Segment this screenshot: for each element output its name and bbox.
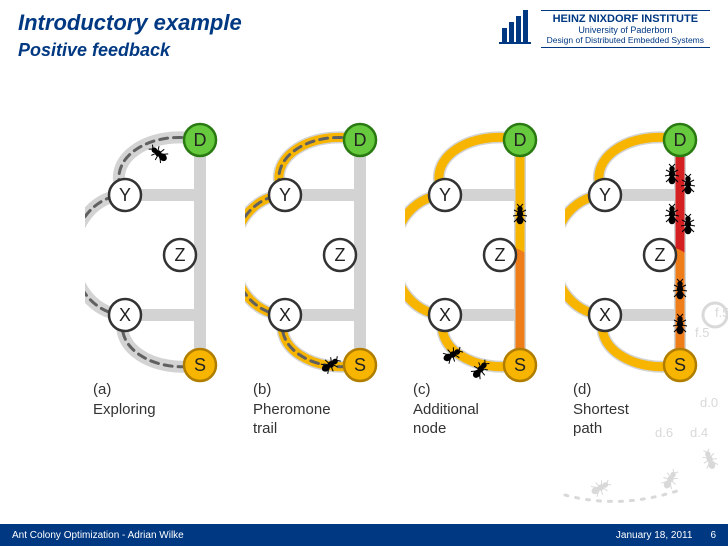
svg-text:D: D xyxy=(194,130,207,150)
node-Z: Z xyxy=(164,239,196,271)
panel-caption-c: (c) Additionalnode xyxy=(413,380,479,439)
panel-c: D Y Z X S (c) Additionalnode xyxy=(405,120,565,460)
institute-department: Design of Distributed Embedded Systems xyxy=(547,35,704,45)
panel-caption-a: (a) Exploring xyxy=(93,380,156,419)
ghost-label: d.4 xyxy=(690,425,708,440)
slide-title: Introductory example xyxy=(18,10,499,36)
node-D: D xyxy=(344,124,376,156)
institute-block: HEINZ NIXDORF INSTITUTE University of Pa… xyxy=(499,10,710,61)
ghost-label: d.0 xyxy=(700,395,718,410)
node-S: S xyxy=(344,349,376,381)
node-D: D xyxy=(504,124,536,156)
svg-text:S: S xyxy=(514,355,526,375)
svg-text:D: D xyxy=(354,130,367,150)
node-Z: Z xyxy=(484,239,516,271)
svg-text:X: X xyxy=(599,305,611,325)
node-Y: Y xyxy=(429,179,461,211)
title-block: Introductory example Positive feedback xyxy=(18,10,499,61)
node-X: X xyxy=(429,299,461,331)
svg-text:D: D xyxy=(674,130,687,150)
node-S: S xyxy=(184,349,216,381)
node-Z: Z xyxy=(644,239,676,271)
ant-icon xyxy=(660,467,682,491)
svg-text:S: S xyxy=(354,355,366,375)
ghost-label: d.6 xyxy=(655,425,673,440)
node-X: X xyxy=(269,299,301,331)
node-X: X xyxy=(109,299,141,331)
svg-text:Z: Z xyxy=(495,245,506,265)
svg-text:X: X xyxy=(279,305,291,325)
institute-text: HEINZ NIXDORF INSTITUTE University of Pa… xyxy=(541,10,710,48)
svg-text:S: S xyxy=(194,355,206,375)
svg-text:X: X xyxy=(439,305,451,325)
footer-date: January 18, 2011 xyxy=(616,530,693,541)
node-Y: Y xyxy=(589,179,621,211)
panel-a: D Y Z X S (a) Exploring xyxy=(85,120,245,460)
slide-footer: Ant Colony Optimization - Adrian Wilke J… xyxy=(0,524,728,546)
svg-text:Z: Z xyxy=(335,245,346,265)
panel-caption-b: (b) Pheromonetrail xyxy=(253,380,331,439)
svg-text:Y: Y xyxy=(119,185,131,205)
svg-text:S: S xyxy=(674,355,686,375)
node-D: D xyxy=(184,124,216,156)
ghost-node xyxy=(700,300,728,335)
diagram-area: D Y Z X S (a) Exploring xyxy=(0,120,728,460)
node-Y: Y xyxy=(109,179,141,211)
node-S: S xyxy=(504,349,536,381)
node-Z: Z xyxy=(324,239,356,271)
svg-text:Y: Y xyxy=(439,185,451,205)
slide-header: Introductory example Positive feedback H… xyxy=(0,0,728,61)
node-S: S xyxy=(664,349,696,381)
svg-text:X: X xyxy=(119,305,131,325)
ant-icon xyxy=(589,476,613,498)
institute-name: HEINZ NIXDORF INSTITUTE xyxy=(547,13,704,25)
footer-page: 6 xyxy=(710,530,716,541)
svg-text:Y: Y xyxy=(599,185,611,205)
node-X: X xyxy=(589,299,621,331)
svg-text:Z: Z xyxy=(175,245,186,265)
institute-university: University of Paderborn xyxy=(547,25,704,35)
slide-subtitle: Positive feedback xyxy=(18,40,499,61)
node-D: D xyxy=(664,124,696,156)
svg-text:Y: Y xyxy=(279,185,291,205)
svg-text:D: D xyxy=(514,130,527,150)
panel-b: D Y Z X S (b) Pheromonetrail xyxy=(245,120,405,460)
node-Y: Y xyxy=(269,179,301,211)
footer-left: Ant Colony Optimization - Adrian Wilke xyxy=(12,530,184,541)
ant-icon xyxy=(700,447,720,470)
ghost-ants-decoration xyxy=(560,440,728,525)
panel-caption-d: (d) Shortestpath xyxy=(573,380,629,439)
svg-text:Z: Z xyxy=(655,245,666,265)
institute-logo-icon xyxy=(499,10,533,44)
